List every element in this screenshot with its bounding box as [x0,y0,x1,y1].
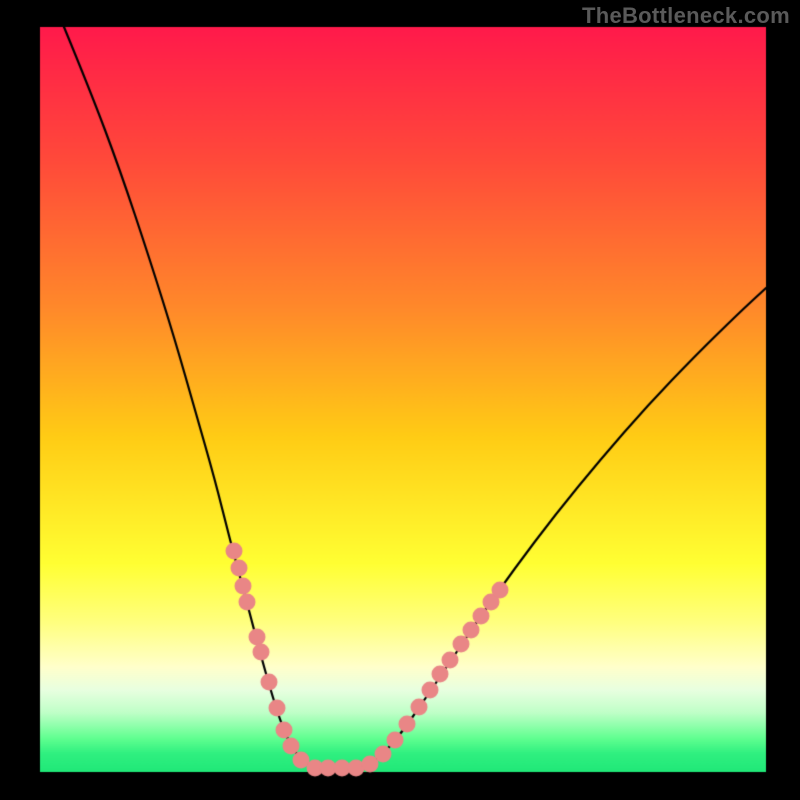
chart-stage: TheBottleneck.com [0,0,800,800]
watermark-label: TheBottleneck.com [582,3,790,29]
bottleneck-chart-canvas [0,0,800,800]
